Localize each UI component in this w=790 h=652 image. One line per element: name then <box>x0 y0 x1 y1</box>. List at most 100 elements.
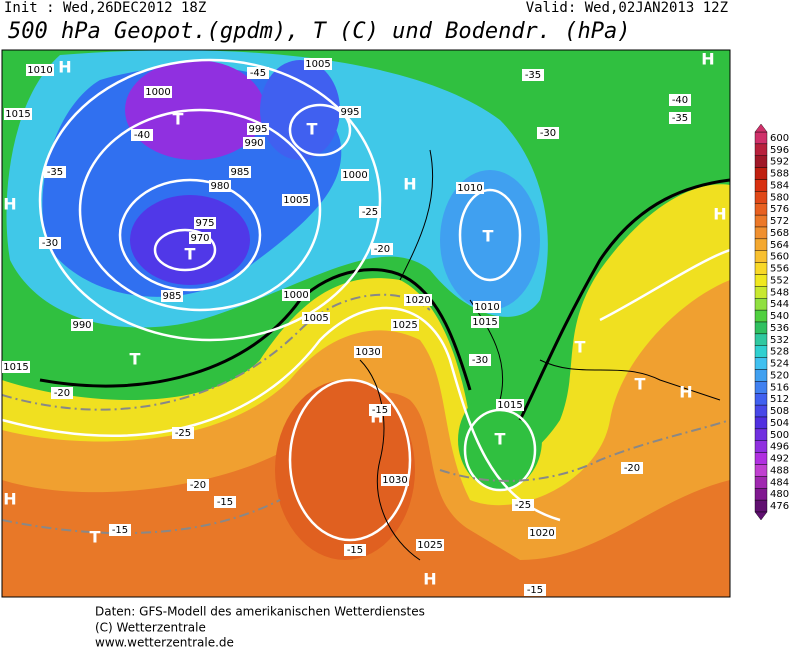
label-box <box>172 427 194 439</box>
colorbar-label: 536 <box>770 323 789 334</box>
pressure-center: H <box>58 58 71 77</box>
contour-label: -30 <box>540 128 556 139</box>
contour-label: -35 <box>525 70 541 81</box>
colorbar-band <box>754 298 768 311</box>
colorbar-band <box>754 345 768 358</box>
colorbar-label: 588 <box>770 169 789 180</box>
colorbar-band <box>754 286 768 299</box>
contour-label: -25 <box>175 428 191 439</box>
colorbar-band <box>754 214 768 228</box>
label-box <box>369 404 391 416</box>
colorbar-band <box>754 226 768 240</box>
valid-time: Valid: Wed,02JAN2013 12Z <box>526 0 728 16</box>
contour-label: 995 <box>248 124 267 135</box>
colorbar-label: 580 <box>770 192 789 203</box>
contour-label: 1020 <box>529 528 554 539</box>
contour-label: -40 <box>672 95 688 106</box>
contour-label: -35 <box>47 167 63 178</box>
contour-label: 1015 <box>497 400 522 411</box>
label-box <box>39 237 61 249</box>
contour-label: 1005 <box>303 313 328 324</box>
contour-label: -15 <box>527 585 543 596</box>
colorbar-band <box>754 167 768 180</box>
label-box <box>456 182 484 194</box>
label-box <box>161 290 183 302</box>
colorbar-band <box>754 274 768 287</box>
pressure-center: H <box>679 383 692 402</box>
colorbar-band <box>754 416 768 430</box>
pressure-center: T <box>307 120 318 139</box>
label-box <box>496 399 524 411</box>
contour-label: 1000 <box>283 290 308 301</box>
label-box <box>537 127 559 139</box>
colorbar-band <box>754 203 768 216</box>
label-box <box>2 361 30 373</box>
label-box <box>341 169 369 181</box>
colorbar-band <box>754 321 768 335</box>
label-box <box>144 86 172 98</box>
colorbar-label: 504 <box>770 418 789 429</box>
label-box <box>522 69 544 81</box>
contour-label: 1030 <box>355 347 380 358</box>
label-box <box>302 312 330 324</box>
pressure-center: H <box>3 195 16 214</box>
colorbar-band <box>754 499 768 513</box>
label-box <box>247 123 269 135</box>
colorbar-label: 576 <box>770 204 789 215</box>
label-box <box>469 354 491 366</box>
label-box <box>621 462 643 474</box>
contour-label: 1015 <box>5 109 30 120</box>
label-box <box>304 58 332 70</box>
colorbar-label: 552 <box>770 275 789 286</box>
colorbar-label: 528 <box>770 347 789 358</box>
pressure-center: T <box>575 338 586 357</box>
colorbar-band <box>754 369 768 382</box>
colorbar-label: 532 <box>770 335 789 346</box>
colorbar-label: 548 <box>770 287 789 298</box>
contour-label: 995 <box>340 107 359 118</box>
contour-label: 985 <box>162 291 181 302</box>
colorbar-label: 508 <box>770 406 789 417</box>
contour-label: 1015 <box>472 317 497 328</box>
pressure-center: T <box>635 375 646 394</box>
colorbar-label: 488 <box>770 465 789 476</box>
label-box <box>391 319 419 331</box>
colorbar-band <box>754 488 768 501</box>
colorbar-band <box>754 191 768 204</box>
init-time: Init : Wed,26DEC2012 18Z <box>4 0 206 16</box>
colorbar-label: 556 <box>770 264 789 275</box>
map-field <box>2 50 730 597</box>
colorbar-label: 476 <box>770 501 789 512</box>
label-box <box>371 243 393 255</box>
pressure-center: H <box>713 205 726 224</box>
colorbar-label: 516 <box>770 382 789 393</box>
colorbar-band <box>754 179 768 192</box>
pressure-center: H <box>3 490 16 509</box>
colorbar-label: 500 <box>770 430 789 441</box>
contour-label: 1005 <box>305 59 330 70</box>
colorbar-label: 564 <box>770 240 789 251</box>
label-box <box>209 180 231 192</box>
contour-label: 990 <box>244 138 263 149</box>
contour-label: -20 <box>54 388 70 399</box>
contour-label: 1010 <box>27 65 52 76</box>
colorbar-band <box>754 155 768 168</box>
colorbar-band <box>754 393 768 406</box>
colorbar-band <box>754 440 768 453</box>
colorbar: 6005965925885845805765725685645605565525… <box>754 123 789 521</box>
colorbar-band <box>754 428 768 441</box>
colorbar-arrow-top <box>754 123 768 133</box>
contour-label: -15 <box>112 525 128 536</box>
label-box <box>247 67 269 79</box>
footer-source: Daten: GFS-Modell des amerikanischen Wet… <box>95 605 425 619</box>
colorbar-label: 560 <box>770 252 789 263</box>
colorbar-label: 524 <box>770 359 789 370</box>
contour-label: -20 <box>624 463 640 474</box>
label-box <box>44 166 66 178</box>
colorbar-label: 496 <box>770 442 789 453</box>
colorbar-label: 484 <box>770 477 789 488</box>
contour-label: 985 <box>230 167 249 178</box>
contour-label: -15 <box>372 405 388 416</box>
colorbar-band <box>754 262 768 275</box>
